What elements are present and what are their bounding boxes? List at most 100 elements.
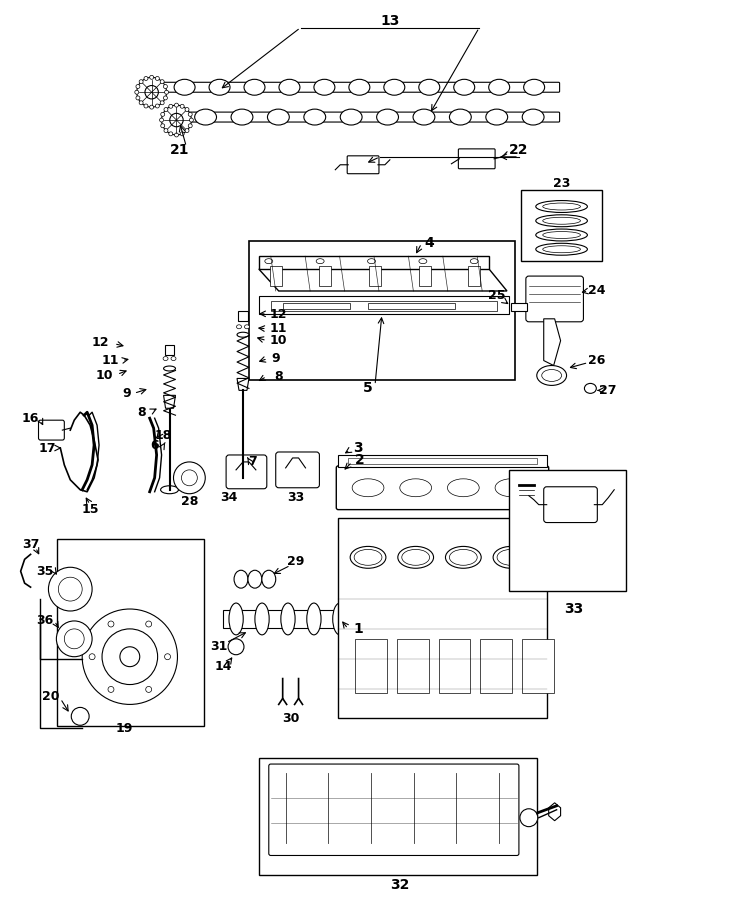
Text: 8: 8 (274, 370, 283, 383)
Text: 27: 27 (600, 384, 617, 397)
Ellipse shape (522, 109, 544, 125)
Text: 3: 3 (353, 441, 363, 455)
Text: 33: 33 (564, 602, 583, 616)
Bar (418, 266, 430, 286)
Ellipse shape (155, 104, 159, 108)
Ellipse shape (161, 124, 164, 128)
Polygon shape (237, 378, 249, 391)
Text: 26: 26 (588, 354, 605, 367)
Text: 20: 20 (42, 690, 59, 703)
Ellipse shape (237, 332, 249, 338)
FancyBboxPatch shape (459, 148, 495, 168)
Ellipse shape (537, 365, 566, 385)
Text: 9: 9 (123, 387, 131, 400)
Text: 37: 37 (22, 538, 40, 551)
Ellipse shape (359, 603, 373, 634)
Ellipse shape (453, 79, 475, 95)
Ellipse shape (486, 109, 508, 125)
Bar (480, 639, 512, 694)
Text: 34: 34 (220, 491, 238, 504)
Ellipse shape (316, 258, 324, 264)
Ellipse shape (234, 571, 248, 588)
Ellipse shape (175, 133, 179, 137)
Text: 25: 25 (489, 290, 506, 302)
Ellipse shape (164, 366, 176, 371)
Bar (249, 241, 515, 381)
Ellipse shape (160, 80, 164, 84)
Ellipse shape (144, 104, 148, 108)
Ellipse shape (314, 79, 335, 95)
Circle shape (49, 567, 92, 611)
Circle shape (161, 105, 191, 135)
Text: 23: 23 (553, 177, 570, 190)
Circle shape (89, 653, 95, 660)
Text: 15: 15 (81, 503, 99, 516)
Ellipse shape (536, 229, 587, 241)
Text: 35: 35 (36, 564, 53, 578)
Circle shape (108, 621, 114, 627)
Circle shape (137, 77, 167, 107)
Ellipse shape (169, 104, 173, 108)
Bar (270, 266, 282, 286)
Text: 24: 24 (588, 284, 605, 298)
Circle shape (145, 86, 158, 99)
FancyBboxPatch shape (226, 455, 267, 489)
Text: 28: 28 (181, 495, 198, 508)
Ellipse shape (139, 80, 143, 84)
Ellipse shape (185, 129, 189, 132)
Text: 10: 10 (96, 369, 113, 382)
Text: 32: 32 (390, 878, 409, 892)
Bar (521, 190, 602, 261)
Ellipse shape (209, 79, 230, 95)
Ellipse shape (524, 79, 545, 95)
FancyBboxPatch shape (269, 764, 519, 856)
Ellipse shape (497, 549, 525, 565)
Ellipse shape (413, 109, 435, 125)
Ellipse shape (350, 546, 386, 568)
Bar (282, 303, 350, 309)
Text: 2: 2 (356, 453, 365, 467)
Ellipse shape (175, 104, 179, 107)
Ellipse shape (160, 101, 164, 104)
Ellipse shape (174, 79, 195, 95)
Ellipse shape (231, 109, 253, 125)
Ellipse shape (164, 85, 167, 88)
Ellipse shape (543, 217, 580, 224)
Bar (238, 310, 248, 320)
Ellipse shape (160, 118, 164, 122)
Ellipse shape (402, 549, 430, 565)
Polygon shape (164, 395, 176, 409)
Ellipse shape (144, 76, 148, 80)
Ellipse shape (180, 131, 185, 136)
Ellipse shape (445, 546, 481, 568)
Ellipse shape (163, 356, 168, 361)
Text: 29: 29 (287, 554, 304, 568)
Bar (259, 758, 537, 876)
Circle shape (56, 621, 92, 657)
Bar (164, 345, 175, 355)
Ellipse shape (171, 356, 176, 361)
Ellipse shape (267, 109, 289, 125)
FancyBboxPatch shape (347, 156, 379, 174)
Ellipse shape (536, 243, 587, 256)
Ellipse shape (136, 96, 140, 100)
Bar (397, 639, 429, 694)
Circle shape (64, 629, 84, 649)
Text: 17: 17 (39, 442, 56, 454)
FancyBboxPatch shape (155, 82, 560, 92)
Text: 5: 5 (363, 382, 373, 395)
FancyBboxPatch shape (39, 420, 64, 440)
Bar (368, 303, 456, 309)
FancyBboxPatch shape (544, 487, 598, 523)
Ellipse shape (352, 479, 384, 497)
Ellipse shape (149, 105, 154, 109)
Circle shape (173, 462, 205, 494)
Ellipse shape (279, 79, 300, 95)
Ellipse shape (400, 479, 432, 497)
Ellipse shape (161, 112, 164, 116)
Ellipse shape (385, 603, 399, 634)
Text: 6: 6 (150, 438, 159, 452)
FancyBboxPatch shape (526, 276, 583, 322)
Polygon shape (549, 803, 560, 821)
Ellipse shape (450, 549, 477, 565)
